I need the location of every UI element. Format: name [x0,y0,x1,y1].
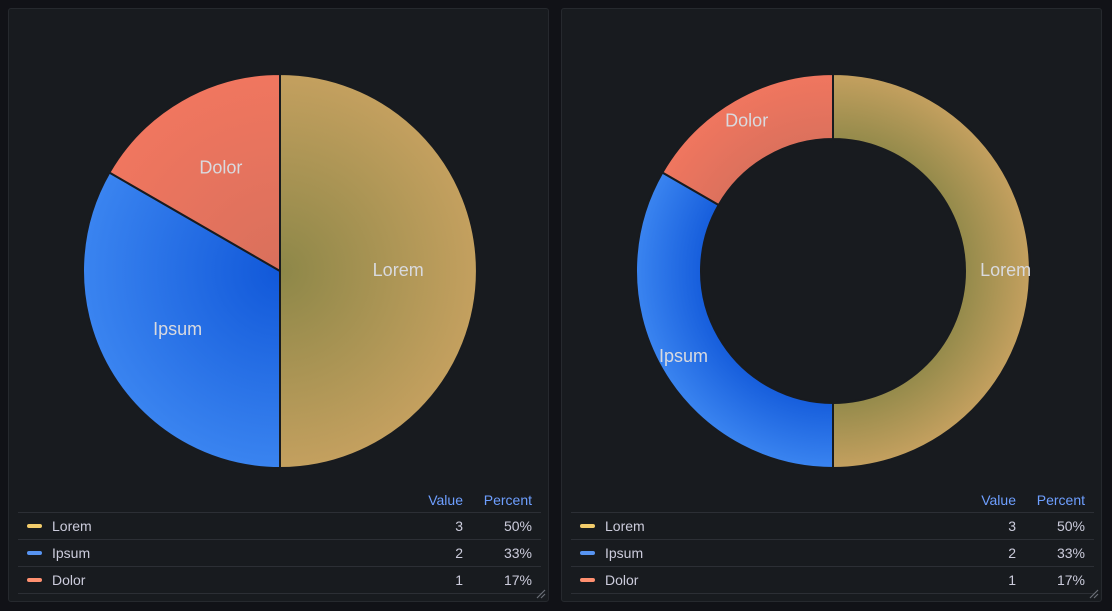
legend-swatch-lorem [580,524,595,529]
slice-label-lorem: Lorem [373,260,424,280]
legend-percent: 17% [472,566,541,594]
legend-label: Ipsum [52,545,91,561]
legend-swatch-lorem [27,524,42,529]
legend-value-header[interactable]: Value [855,487,1025,513]
resize-handle-icon[interactable] [1087,587,1099,599]
legend-table: Value Percent Lorem 3 50% Ipsum 2 33% Do… [18,487,541,594]
legend-value: 2 [855,539,1025,567]
legend-percent: 50% [472,512,541,540]
legend-percent: 33% [472,539,541,567]
legend-percent: 50% [1025,512,1094,540]
legend-row-lorem[interactable]: Lorem 3 50% [18,512,541,540]
pie-chart-panel: Lorem Ipsum Dolor Value Percent Lorem 3 50… [8,8,549,602]
slice-dolor[interactable] [661,73,834,206]
legend-label: Ipsum [605,545,644,561]
slice-label-ipsum: Ipsum [153,319,202,339]
slice-lorem[interactable] [832,73,1031,469]
legend-swatch-dolor [580,578,595,583]
legend-row-ipsum[interactable]: Ipsum 2 33% [18,539,541,567]
donut-chart-panel: Lorem Ipsum Dolor Value Percent Lorem 3 50… [561,8,1102,602]
legend-value: 1 [302,566,472,594]
slice-label-ipsum: Ipsum [659,346,708,366]
legend-value: 2 [302,539,472,567]
legend-percent-header[interactable]: Percent [1025,487,1094,513]
resize-handle-icon[interactable] [534,587,546,599]
legend-label: Dolor [605,572,639,588]
slice-label-dolor: Dolor [199,157,242,177]
legend-swatch-ipsum [580,551,595,556]
legend-value: 3 [302,512,472,540]
slice-label-lorem: Lorem [980,260,1031,280]
legend-name-header [571,487,856,513]
pie-chart: Lorem Ipsum Dolor [82,73,478,469]
legend-name-header [18,487,303,513]
legend-percent: 33% [1025,539,1094,567]
legend-table: Value Percent Lorem 3 50% Ipsum 2 33% Do… [571,487,1094,594]
legend-row-dolor[interactable]: Dolor 1 17% [18,566,541,594]
legend-label: Lorem [605,518,645,534]
legend-value-header[interactable]: Value [302,487,472,513]
legend-row-dolor[interactable]: Dolor 1 17% [571,566,1094,594]
legend-label: Dolor [52,572,86,588]
legend-label: Lorem [52,518,92,534]
slice-lorem[interactable] [279,73,478,469]
slice-dolor[interactable] [108,73,281,272]
legend-value: 1 [855,566,1025,594]
slice-ipsum[interactable] [635,171,834,469]
donut-chart: Lorem Ipsum Dolor [635,73,1031,469]
legend-swatch-dolor [27,578,42,583]
legend-row-lorem[interactable]: Lorem 3 50% [571,512,1094,540]
legend-percent: 17% [1025,566,1094,594]
legend-row-ipsum[interactable]: Ipsum 2 33% [571,539,1094,567]
legend-percent-header[interactable]: Percent [472,487,541,513]
slice-ipsum[interactable] [82,171,281,469]
legend-value: 3 [855,512,1025,540]
slice-label-dolor: Dolor [725,110,768,130]
legend-swatch-ipsum [27,551,42,556]
